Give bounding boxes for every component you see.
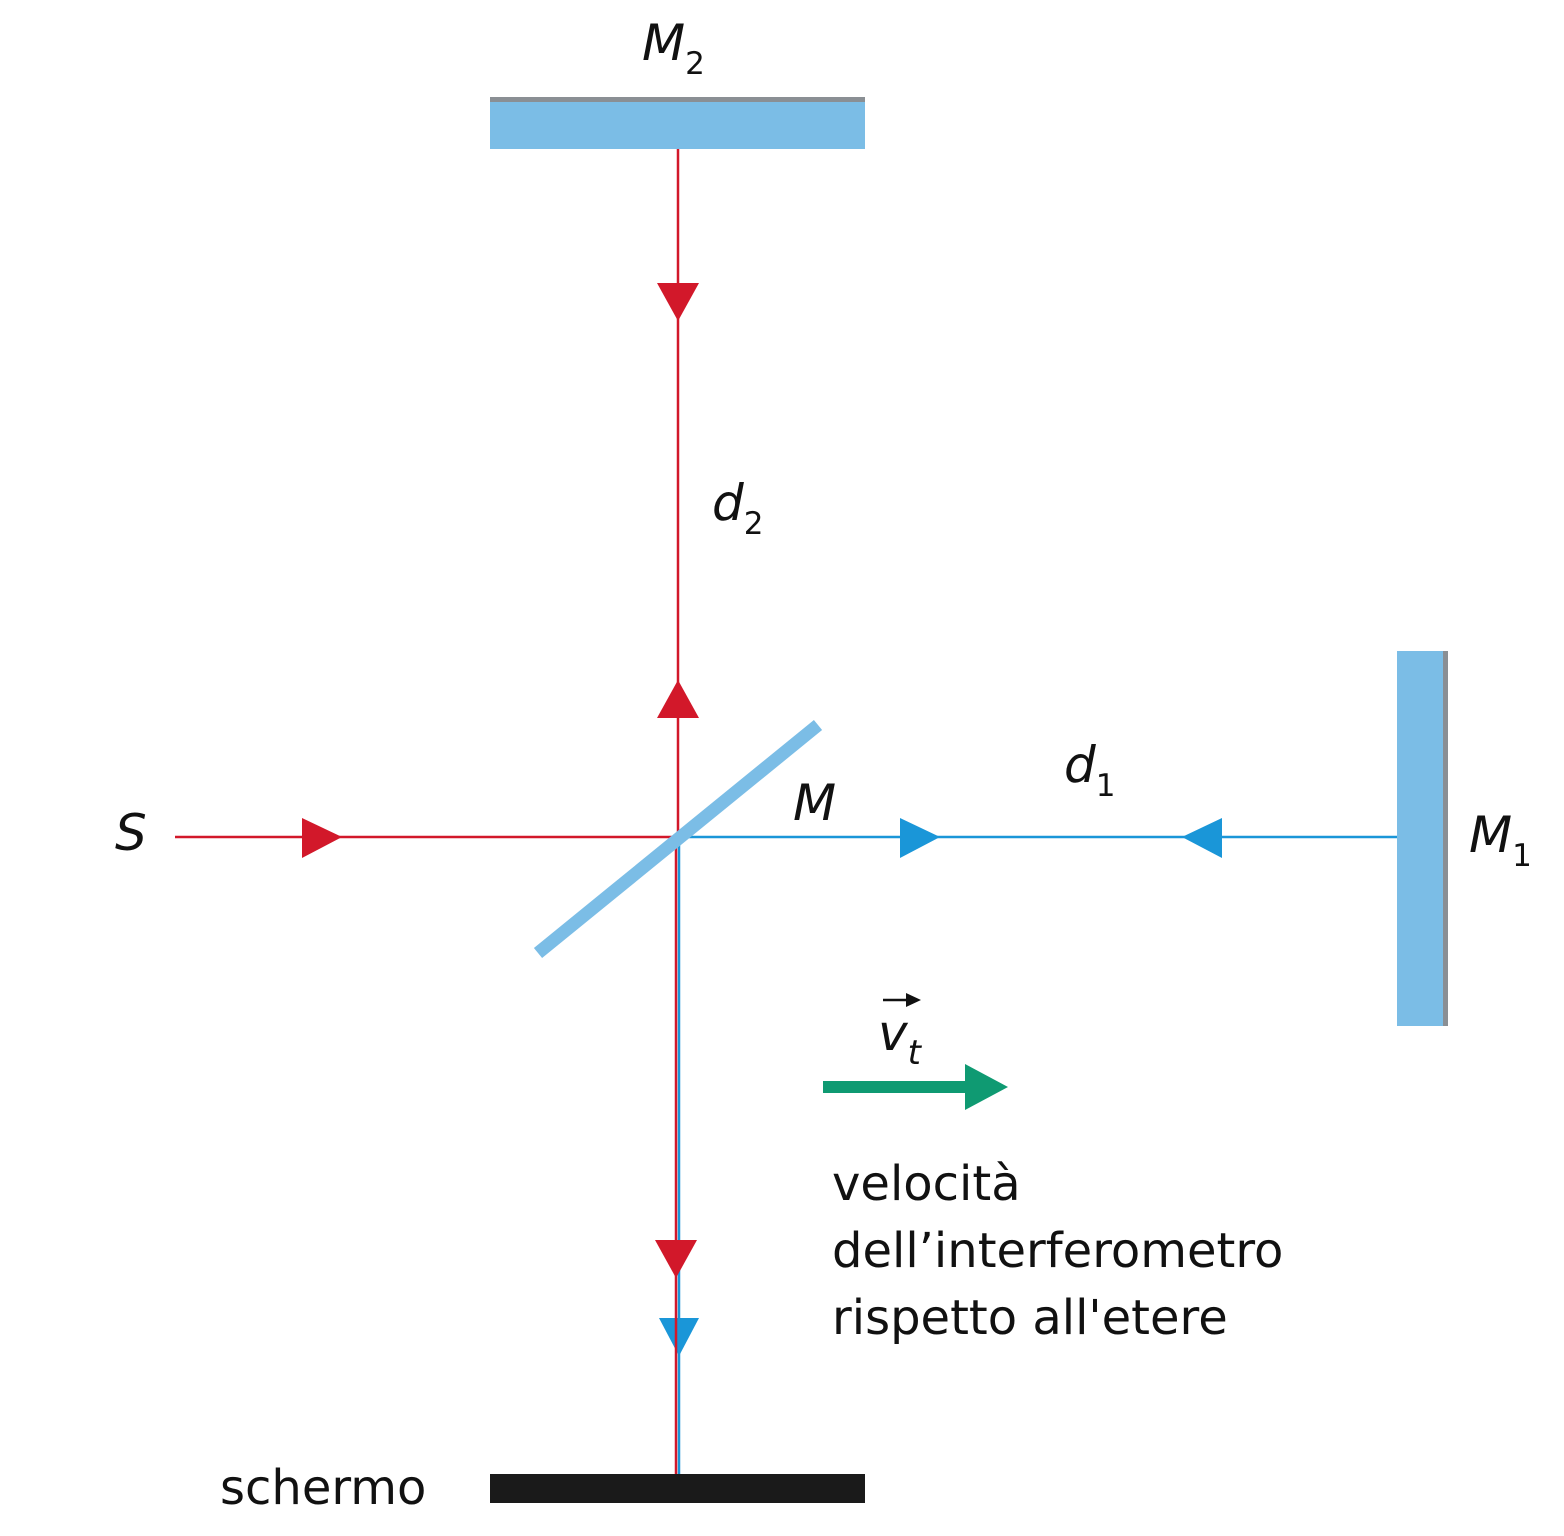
caption-line-1: velocità <box>832 1156 1021 1212</box>
screen-bar <box>490 1474 865 1503</box>
label-m1: M <box>1469 806 1512 864</box>
red-beam <box>175 149 699 1474</box>
label-d1-sub: 1 <box>1096 768 1116 804</box>
blue-beam <box>659 818 1397 1474</box>
svg-text:vt: vt <box>878 1004 923 1073</box>
svg-text:d1: d1 <box>1064 736 1115 804</box>
label-velocity: v <box>878 1004 909 1062</box>
velocity-arrow <box>823 1064 1008 1110</box>
red-arrow-up <box>657 680 699 718</box>
beam-splitter <box>533 719 823 959</box>
label-d1: d <box>1064 736 1096 794</box>
label-d2-sub: 2 <box>744 506 764 542</box>
label-beamsplitter: M <box>793 774 836 832</box>
label-d2: d <box>712 474 744 532</box>
label-m2: M <box>642 14 685 72</box>
red-arrow-down-bottom <box>655 1240 697 1278</box>
blue-arrow-down <box>659 1318 699 1356</box>
mirror-m2 <box>490 97 865 149</box>
red-arrow-right <box>302 818 342 858</box>
red-arrow-down-top <box>657 283 699 321</box>
caption-line-2: dell’interferometro <box>832 1223 1283 1279</box>
label-m2-sub: 2 <box>685 46 705 82</box>
svg-text:d2: d2 <box>712 474 763 542</box>
caption-line-3: rispetto all'etere <box>832 1290 1228 1346</box>
svg-text:M1: M1 <box>1469 806 1532 874</box>
blue-arrow-right <box>900 818 940 858</box>
blue-arrow-left <box>1182 818 1222 858</box>
label-m1-sub: 1 <box>1512 838 1532 874</box>
mirror-m1 <box>1397 651 1448 1026</box>
svg-text:M2: M2 <box>642 14 705 82</box>
velocity-vector-arrow-icon <box>883 993 921 1007</box>
label-velocity-sub: t <box>908 1033 923 1073</box>
label-source: S <box>115 804 147 862</box>
label-screen: schermo <box>220 1460 426 1516</box>
